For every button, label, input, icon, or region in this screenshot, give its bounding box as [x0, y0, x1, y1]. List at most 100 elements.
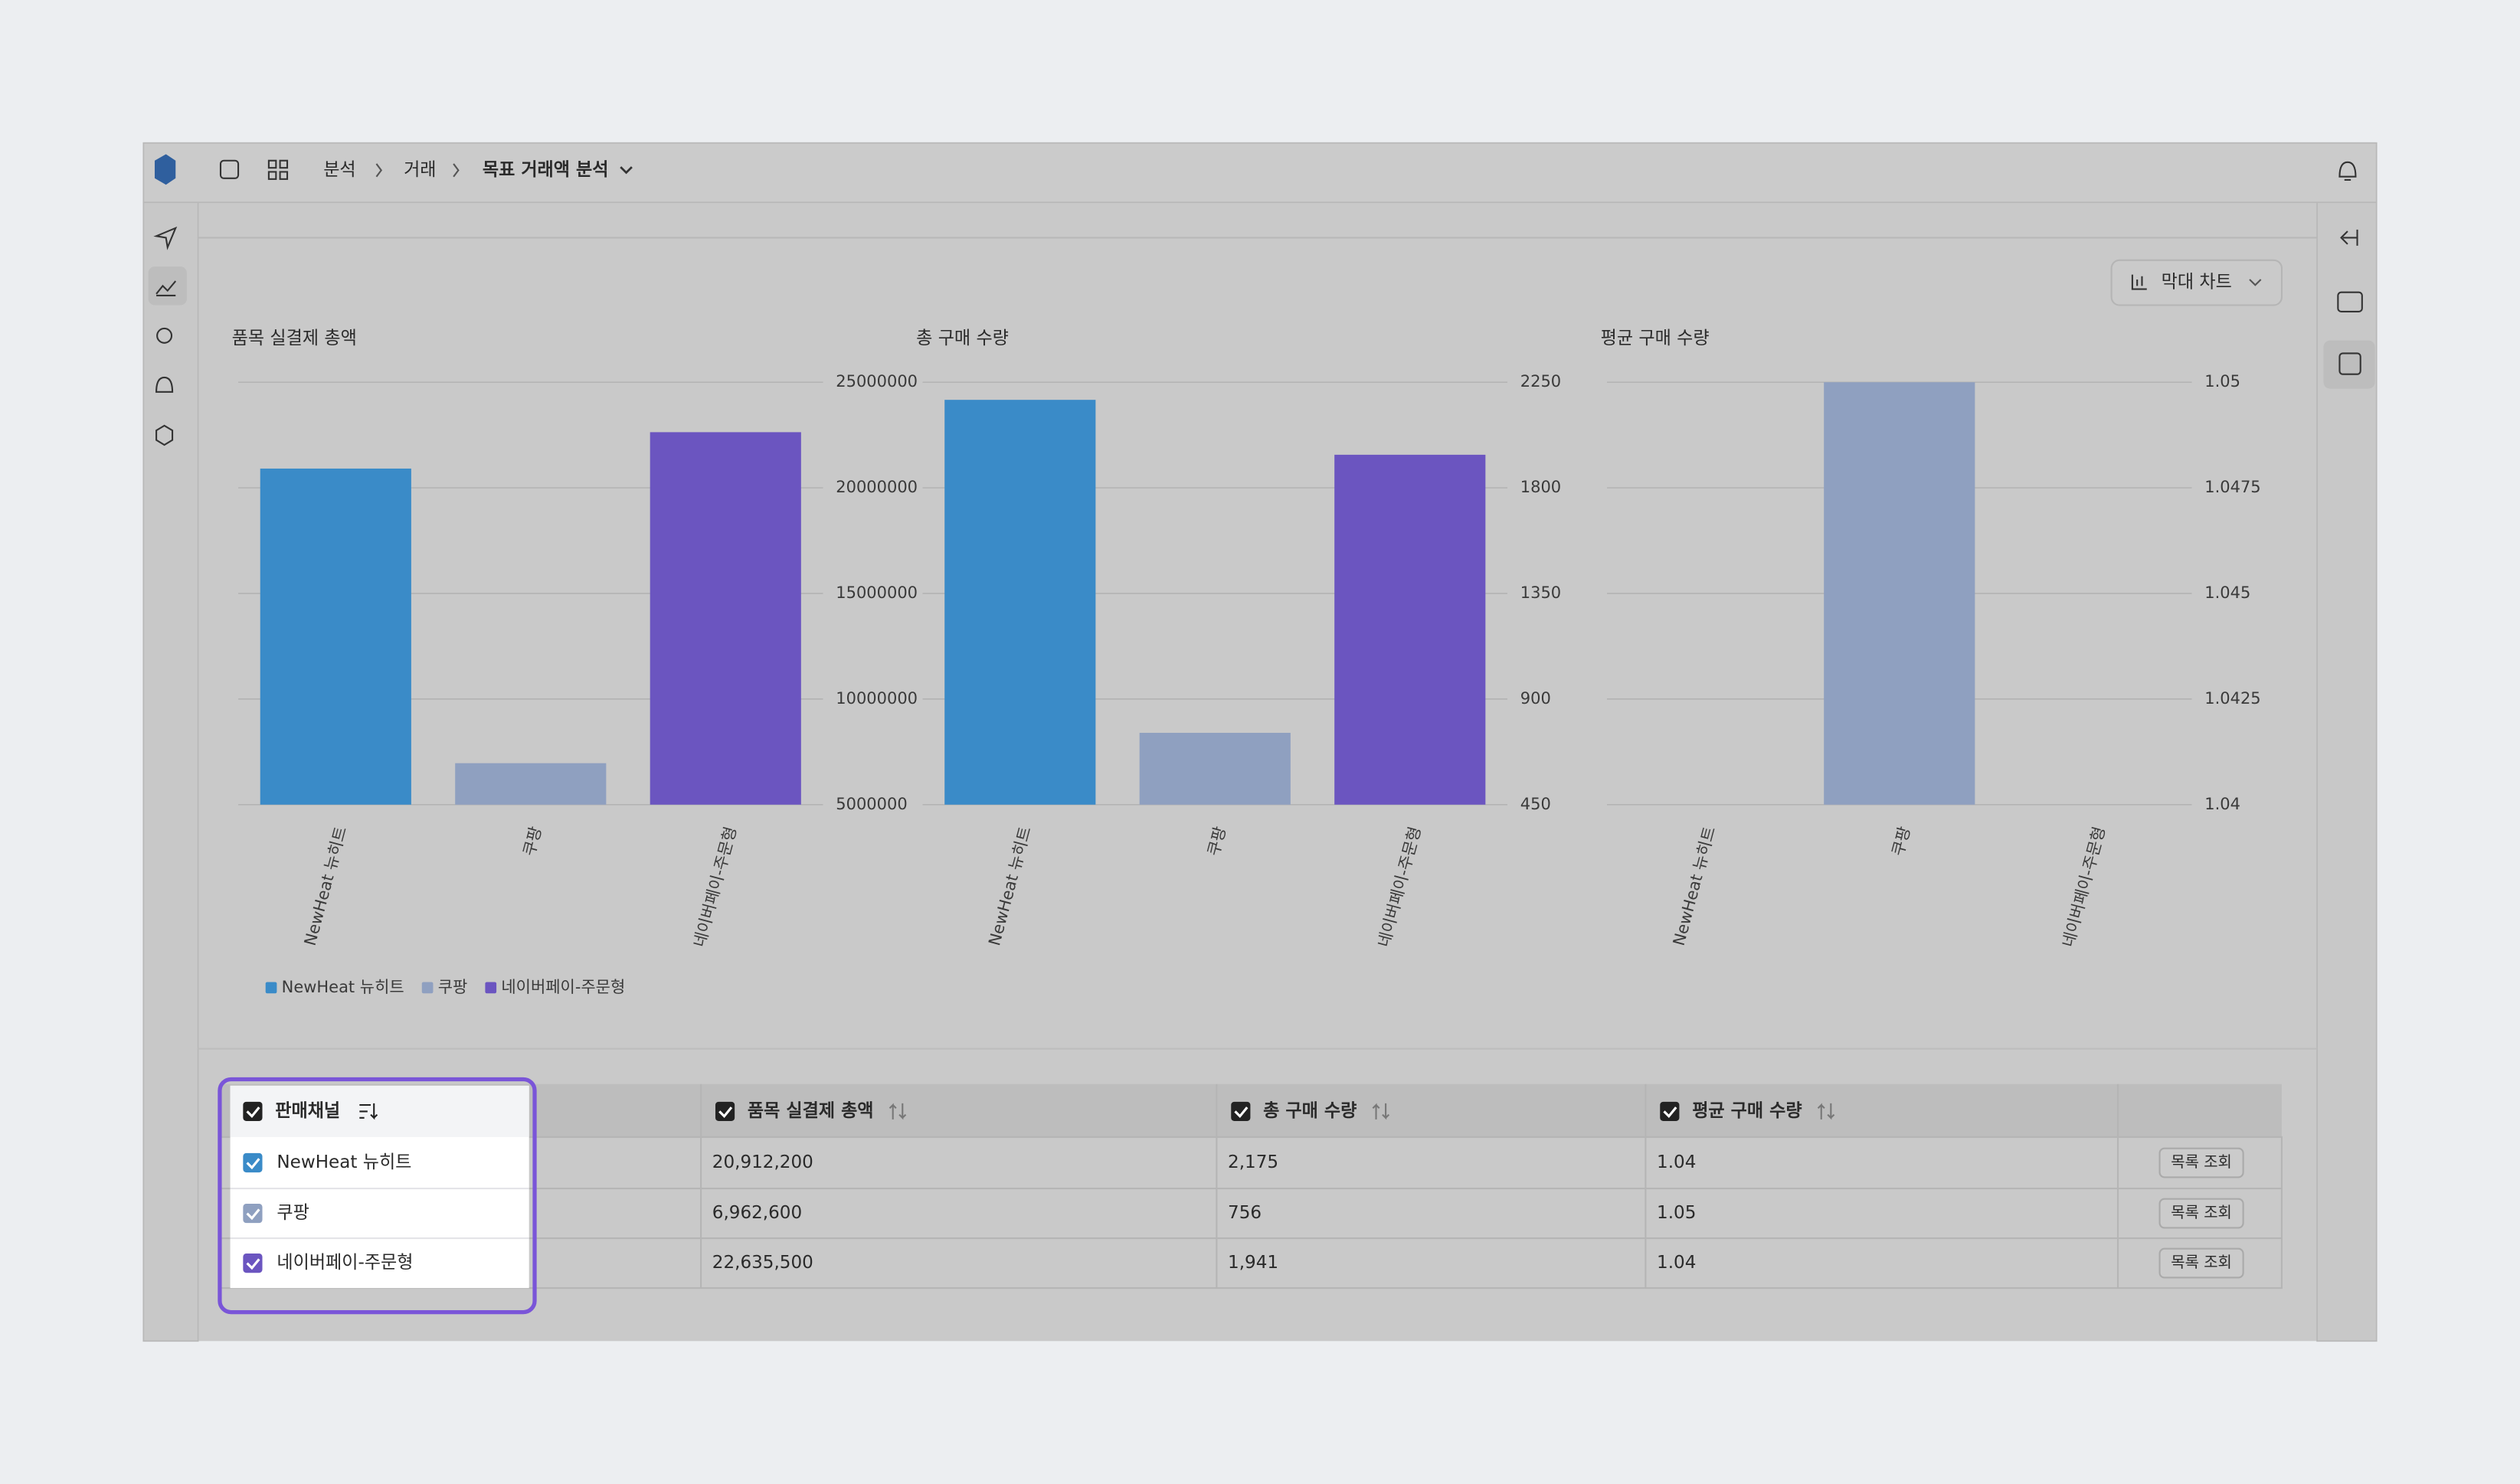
- apps-icon[interactable]: [267, 159, 289, 180]
- column-header[interactable]: 평균 구매 수량: [1692, 1101, 1802, 1121]
- alert-icon[interactable]: [155, 376, 174, 393]
- column-header[interactable]: 판매채널: [275, 1101, 340, 1121]
- bar: [260, 468, 411, 805]
- y-tick-label: 1350: [1520, 583, 1561, 602]
- search-icon[interactable]: [156, 327, 173, 344]
- bar: [1824, 382, 1975, 805]
- sort-icon[interactable]: [1372, 1103, 1390, 1120]
- checkbox[interactable]: [715, 1101, 735, 1121]
- bar: [1139, 733, 1291, 805]
- check-mark: [246, 1208, 260, 1221]
- checkbox[interactable]: [243, 1204, 263, 1224]
- chart-type-button[interactable]: [2110, 259, 2283, 306]
- sort-icon[interactable]: [1817, 1103, 1835, 1120]
- list-button[interactable]: [2158, 1198, 2244, 1229]
- y-tick-label: 1.045: [2204, 583, 2250, 602]
- list-button-label[interactable]: 목록 조회: [2171, 1204, 2232, 1221]
- y-tick-label: 15000000: [836, 583, 918, 602]
- cell: 1,941: [1228, 1253, 1278, 1273]
- chart-title: 총 구매 수량: [916, 329, 1009, 348]
- y-tick-label: 25000000: [836, 372, 918, 391]
- right-sidebar: [2316, 201, 2378, 1342]
- breadcrumb-separator: [375, 163, 460, 178]
- cell: 2,175: [1228, 1152, 1278, 1172]
- check-mark: [246, 1106, 260, 1119]
- panel-icon[interactable]: [2338, 352, 2361, 375]
- list-button[interactable]: [2158, 1147, 2244, 1178]
- y-tick-label: 1.0475: [2204, 478, 2260, 496]
- checkbox[interactable]: [1231, 1101, 1251, 1121]
- list-button-label[interactable]: 목록 조회: [2171, 1153, 2232, 1171]
- y-tick-label: 10000000: [836, 689, 918, 708]
- sort-icon[interactable]: [359, 1103, 378, 1120]
- nav-icon[interactable]: [153, 226, 178, 250]
- check-mark: [1663, 1106, 1677, 1119]
- legend-label: 쿠팡: [438, 978, 468, 996]
- cell: 쿠팡: [277, 1203, 309, 1223]
- cell: 6,962,600: [712, 1203, 802, 1223]
- y-tick-label: 450: [1520, 795, 1551, 813]
- notification-icon[interactable]: [2338, 161, 2357, 181]
- check-mark: [246, 1158, 260, 1170]
- bar: [650, 432, 801, 805]
- y-tick-label: 2250: [1520, 372, 1561, 391]
- y-tick-label: 1.0425: [2204, 689, 2260, 708]
- y-tick-label: 1800: [1520, 478, 1561, 496]
- cell: 네이버페이-주문형: [277, 1253, 413, 1273]
- nav-active[interactable]: [148, 266, 187, 306]
- legend-label: NewHeat 뉴히트: [282, 978, 404, 996]
- left-sidebar: [142, 201, 199, 1342]
- bar: [944, 400, 1096, 805]
- checkbox[interactable]: [243, 1254, 263, 1273]
- panel-active[interactable]: [2323, 340, 2375, 389]
- y-tick-label: 1.04: [2204, 795, 2240, 813]
- legend-label: 네이버페이-주문형: [501, 978, 625, 996]
- checkbox[interactable]: [1660, 1101, 1680, 1121]
- y-tick-label: 900: [1520, 689, 1551, 708]
- collapse-icon[interactable]: [2340, 229, 2358, 246]
- breadcrumb-item[interactable]: 분석: [323, 160, 355, 180]
- cell: 20,912,200: [712, 1152, 813, 1172]
- checkbox[interactable]: [243, 1101, 263, 1121]
- y-tick-label: 20000000: [836, 478, 918, 496]
- y-tick-label: 5000000: [836, 795, 907, 813]
- breadcrumb-item[interactable]: 목표 거래액 분석: [483, 160, 609, 180]
- nav-icon[interactable]: [155, 280, 177, 296]
- cell: 756: [1228, 1203, 1262, 1223]
- check-mark: [246, 1258, 260, 1270]
- chart-type-label: 막대 차트: [2162, 273, 2232, 293]
- legend-swatch: [485, 982, 497, 994]
- breadcrumb-item[interactable]: 거래: [404, 160, 436, 180]
- bar: [1334, 454, 1486, 805]
- bar: [455, 763, 607, 805]
- cell: 1.04: [1657, 1152, 1696, 1172]
- highlight-header: [230, 1085, 529, 1137]
- column-header[interactable]: 품목 실결제 총액: [748, 1101, 874, 1121]
- chart-title: 품목 실결제 총액: [232, 329, 357, 348]
- table-body: [218, 1136, 2283, 1290]
- dropdown-caret[interactable]: [620, 166, 633, 175]
- legend-swatch: [265, 982, 277, 994]
- chart-title: 평균 구매 수량: [1601, 329, 1710, 348]
- cell: 1.04: [1657, 1253, 1696, 1273]
- logo[interactable]: [154, 154, 176, 185]
- column-header[interactable]: 총 구매 수량: [1263, 1101, 1357, 1121]
- bar-icon: [2131, 274, 2147, 290]
- cell: NewHeat 뉴히트: [277, 1152, 411, 1172]
- sidebar-toggle[interactable]: [219, 159, 240, 179]
- check-mark: [718, 1106, 733, 1119]
- highlight-frame: [218, 1077, 537, 1315]
- cell: 22,635,500: [712, 1253, 813, 1273]
- panel-icon[interactable]: [2337, 291, 2363, 312]
- top-bar: [142, 142, 2378, 204]
- check-mark: [1234, 1106, 1249, 1119]
- box-icon[interactable]: [155, 424, 174, 446]
- y-tick-label: 1.05: [2204, 372, 2240, 391]
- list-button-label[interactable]: 목록 조회: [2171, 1254, 2232, 1271]
- sort-icon[interactable]: [889, 1103, 907, 1120]
- checkbox[interactable]: [243, 1152, 263, 1173]
- list-button[interactable]: [2158, 1247, 2244, 1279]
- legend-swatch: [421, 982, 434, 994]
